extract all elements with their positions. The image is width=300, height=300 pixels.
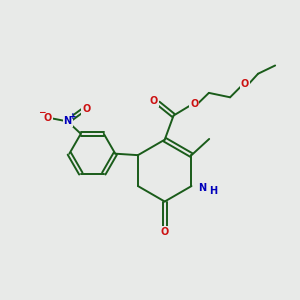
Text: H: H [209,186,217,197]
Text: O: O [150,96,158,106]
Text: O: O [82,104,91,114]
Text: +: + [69,112,77,121]
Text: O: O [241,79,249,89]
Text: N: N [199,182,207,193]
Text: O: O [190,99,198,109]
Text: O: O [44,113,52,123]
Text: −: − [38,107,45,116]
Text: O: O [160,226,169,237]
Text: N: N [64,116,72,126]
